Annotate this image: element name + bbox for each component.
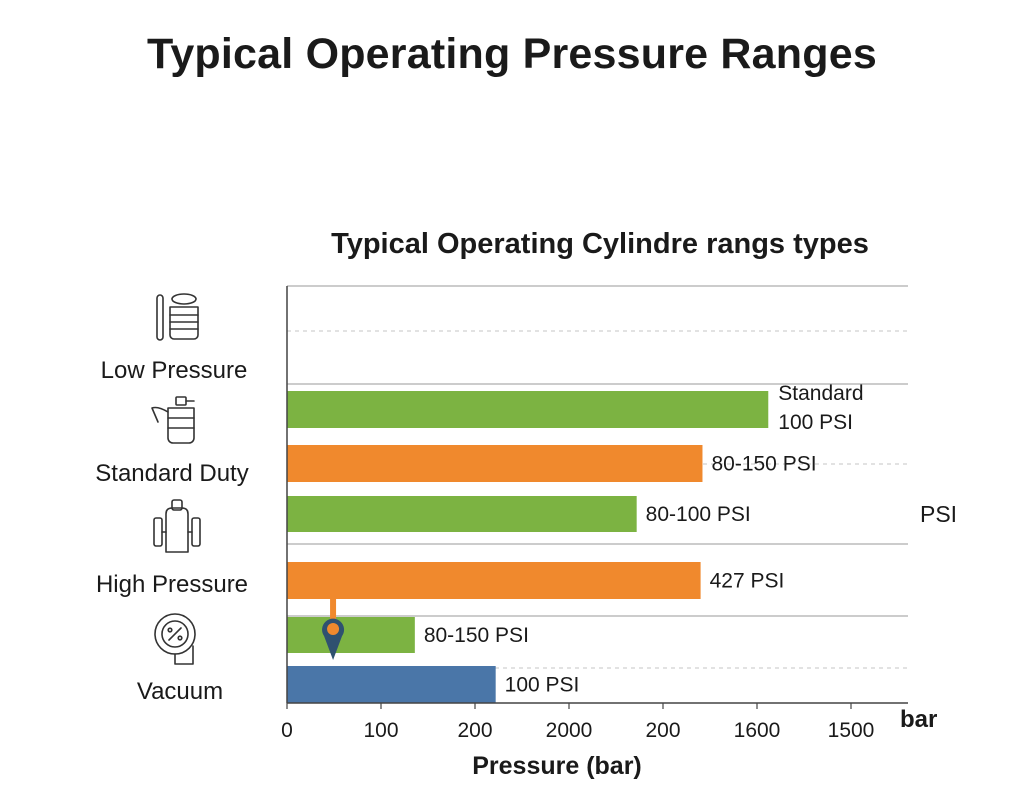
vacuum-gauge-icon bbox=[154, 613, 196, 665]
marker-dot bbox=[327, 623, 340, 635]
bar-value-label: 80-100 PSI bbox=[646, 503, 751, 526]
grid-lines bbox=[287, 285, 908, 669]
bar bbox=[287, 617, 415, 653]
page-title: Typical Operating Pressure Ranges bbox=[147, 30, 877, 78]
x-ticks: 0 100 200 2000 200 1600 1500 bbox=[281, 703, 874, 742]
right-unit-label: PSI bbox=[920, 501, 957, 527]
bar bbox=[287, 445, 703, 482]
bar-value-label: 100 PSI bbox=[505, 674, 580, 697]
chart-title: Typical Operating Cylindre rangs types bbox=[331, 228, 869, 260]
bar-labels: Standard 100 PSI 80-150 PSI 80-100 PSI 427 P… bbox=[424, 382, 864, 697]
bar-value-label: 100 PSI bbox=[778, 411, 853, 434]
x-tick-label: 0 bbox=[281, 719, 293, 742]
bar-value-label: 80-150 PSI bbox=[711, 453, 816, 476]
bar-value-label: 427 PSI bbox=[710, 570, 785, 593]
marker-stem bbox=[330, 599, 337, 619]
x-tick-label: 2000 bbox=[546, 719, 593, 742]
x-tick-label: 1500 bbox=[828, 719, 875, 742]
marker bbox=[322, 599, 345, 660]
category-label-low-pressure: Low Pressure bbox=[101, 357, 248, 384]
bar-value-label: 80-150 PSI bbox=[424, 624, 529, 647]
bar bbox=[287, 562, 701, 599]
x-tick-label: 1600 bbox=[734, 719, 781, 742]
category-label-standard-duty: Standard Duty bbox=[95, 460, 248, 487]
bars bbox=[287, 391, 769, 703]
bar bbox=[287, 666, 496, 703]
x-unit-label: bar bbox=[900, 706, 937, 733]
x-tick-label: 200 bbox=[645, 719, 680, 742]
bar-value-label: Standard bbox=[778, 382, 863, 405]
bar bbox=[287, 496, 637, 532]
category-label-vacuum: Vacuum bbox=[137, 678, 223, 705]
bar bbox=[287, 391, 769, 428]
spray-tank-icon bbox=[151, 396, 195, 444]
category-label-high-pressure: High Pressure bbox=[96, 571, 248, 598]
x-tick-label: 200 bbox=[457, 719, 492, 742]
x-tick-label: 100 bbox=[363, 719, 398, 742]
gas-cylinder-icon bbox=[156, 293, 199, 341]
x-axis-title: Pressure (bar) bbox=[472, 752, 642, 780]
high-pressure-cylinder-icon bbox=[153, 499, 201, 553]
